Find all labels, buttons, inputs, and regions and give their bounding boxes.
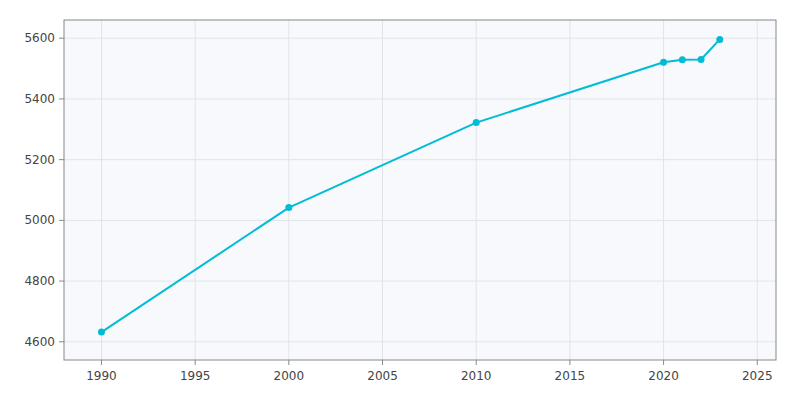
- y-grid-line: [64, 98, 776, 99]
- plot-background: [64, 20, 776, 360]
- data-point: [660, 59, 667, 66]
- x-grid-line: [663, 20, 664, 360]
- axes: 1990 1995 2000 2005 2010 2015 2020 2025 4600 4800…: [24, 31, 772, 383]
- x-tick-label: 1995: [180, 369, 211, 383]
- y-tick: [59, 220, 64, 221]
- x-grid-line: [288, 20, 289, 360]
- y-tick: [59, 98, 64, 99]
- data-layer: [98, 36, 723, 336]
- y-grid-line: [64, 159, 776, 160]
- x-tick: [663, 360, 664, 365]
- y-tick: [59, 341, 64, 342]
- y-tick-label: 5200: [24, 153, 55, 167]
- y-tick: [59, 159, 64, 160]
- y-grid-line: [64, 220, 776, 221]
- data-point: [473, 119, 480, 126]
- x-grid-line: [569, 20, 570, 360]
- data-line: [101, 39, 719, 332]
- chart-container: 1990 1995 2000 2005 2010 2015 2020 2025 4600 4800…: [0, 0, 800, 400]
- x-tick: [569, 360, 570, 365]
- x-tick: [382, 360, 383, 365]
- y-grid-line: [64, 281, 776, 282]
- data-point: [679, 56, 686, 63]
- x-tick-label: 2025: [742, 369, 773, 383]
- x-tick: [476, 360, 477, 365]
- y-tick: [59, 281, 64, 282]
- y-grid-line: [64, 38, 776, 39]
- x-grid-line: [382, 20, 383, 360]
- grid: [64, 20, 776, 360]
- data-point: [698, 56, 705, 63]
- y-tick-label: 5400: [24, 92, 55, 106]
- x-tick-label: 2020: [648, 369, 679, 383]
- x-tick: [757, 360, 758, 365]
- y-grid-line: [64, 341, 776, 342]
- y-tick: [59, 38, 64, 39]
- y-tick-label: 5600: [24, 31, 55, 45]
- x-tick: [195, 360, 196, 365]
- x-tick-label: 2005: [367, 369, 398, 383]
- y-tick-label: 4800: [24, 274, 55, 288]
- x-tick-label: 2000: [274, 369, 305, 383]
- x-tick-label: 2015: [555, 369, 586, 383]
- x-grid-line: [757, 20, 758, 360]
- x-tick-label: 1990: [86, 369, 117, 383]
- x-grid-line: [195, 20, 196, 360]
- x-tick: [101, 360, 102, 365]
- data-point: [98, 329, 105, 336]
- x-grid-line: [101, 20, 102, 360]
- y-tick-label: 5000: [24, 213, 55, 227]
- y-tick-label: 4600: [24, 335, 55, 349]
- plot-frame: [64, 20, 776, 360]
- data-point: [716, 36, 723, 43]
- data-point: [285, 204, 292, 211]
- x-grid-line: [476, 20, 477, 360]
- chart-svg: 1990 1995 2000 2005 2010 2015 2020 2025 4600 4800…: [0, 0, 800, 400]
- x-tick: [288, 360, 289, 365]
- x-tick-label: 2010: [461, 369, 492, 383]
